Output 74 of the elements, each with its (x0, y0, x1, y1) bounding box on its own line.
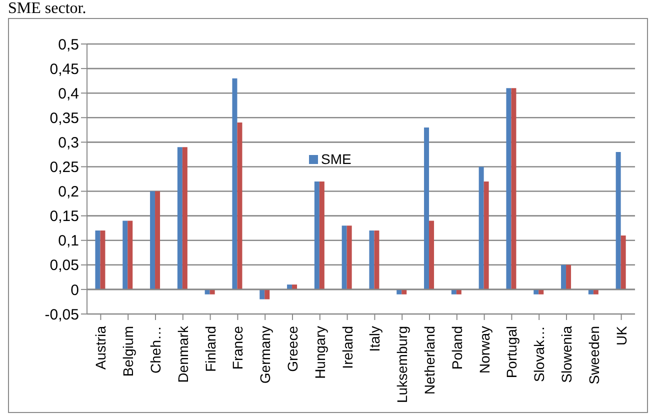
bar (237, 122, 242, 290)
bar (588, 289, 594, 294)
bar (511, 88, 516, 290)
x-tick-label: UK (613, 325, 630, 346)
bar (204, 289, 210, 294)
bar (155, 191, 160, 290)
bar (346, 226, 352, 290)
x-tick-label: Portugal (504, 326, 520, 378)
bar (424, 127, 430, 290)
bar (478, 166, 484, 290)
bar (232, 78, 238, 290)
bar (429, 220, 434, 290)
x-tick-label: Belgium (120, 326, 136, 377)
x-tick-label: Luksemburg (394, 326, 410, 404)
x-tick-label: Ireland (339, 326, 356, 369)
bar (122, 220, 128, 290)
bar (100, 230, 106, 290)
bar (374, 230, 380, 290)
x-tick-label: Hungary (312, 326, 328, 379)
bar (593, 289, 598, 294)
bar (402, 289, 407, 294)
y-tick-label: 0,25 (50, 159, 79, 176)
x-tick-label: Sweeden (586, 326, 602, 384)
text: SME sector. (8, 0, 88, 18)
bar (319, 181, 324, 290)
bar (561, 264, 566, 290)
bar (95, 230, 100, 290)
bar (456, 289, 462, 294)
y-tick-label: 0,3 (58, 134, 79, 152)
y-tick-label: 0,35 (50, 110, 79, 127)
x-tick-label: Austria (92, 326, 109, 370)
y-tick-label: 0,15 (50, 208, 79, 226)
x-tick-label: Finland (202, 326, 218, 372)
bar (210, 289, 215, 294)
y-tick-label: 0,5 (58, 36, 79, 54)
bar (620, 235, 626, 290)
bar (396, 289, 402, 294)
bar (566, 264, 572, 290)
x-tick-label: France (230, 326, 246, 370)
bar (314, 181, 320, 290)
bar (369, 230, 374, 290)
bar (484, 181, 489, 290)
y-tick-label: 0,1 (58, 232, 79, 250)
x-tick-label: Denmark (174, 325, 191, 383)
y-tick-label: 0,2 (58, 184, 79, 201)
x-tick-label: Germany (257, 326, 274, 384)
y-tick-label: 0,4 (58, 85, 79, 102)
y-tick-label: 0,45 (50, 60, 79, 78)
y-tick-label: -0,05 (44, 306, 79, 324)
bar (534, 289, 539, 294)
x-tick-label: Greece (284, 326, 300, 372)
y-tick-label: 0,05 (50, 257, 79, 274)
bar (616, 152, 621, 290)
bar (292, 284, 298, 290)
x-tick-label: Slovak… (531, 326, 548, 382)
x-tick-label: Poland (448, 326, 465, 370)
x-tick-label: Cheh… (148, 326, 164, 374)
bar (150, 191, 156, 290)
bar (128, 220, 133, 290)
bar (182, 147, 188, 290)
bar (260, 289, 265, 300)
bar (451, 289, 456, 294)
bar (342, 226, 347, 290)
x-tick-label: Norway (476, 326, 492, 374)
bar (287, 284, 292, 290)
y-tick-label: 0 (70, 282, 79, 299)
legend-label: SME (320, 151, 352, 167)
x-tick-label: Netherland (422, 326, 438, 394)
x-tick-label: Italy (366, 326, 383, 352)
bar (264, 289, 270, 300)
bar (506, 88, 512, 290)
bar (177, 147, 182, 290)
x-tick-label: Slowenia (558, 326, 574, 383)
bar (538, 289, 544, 294)
